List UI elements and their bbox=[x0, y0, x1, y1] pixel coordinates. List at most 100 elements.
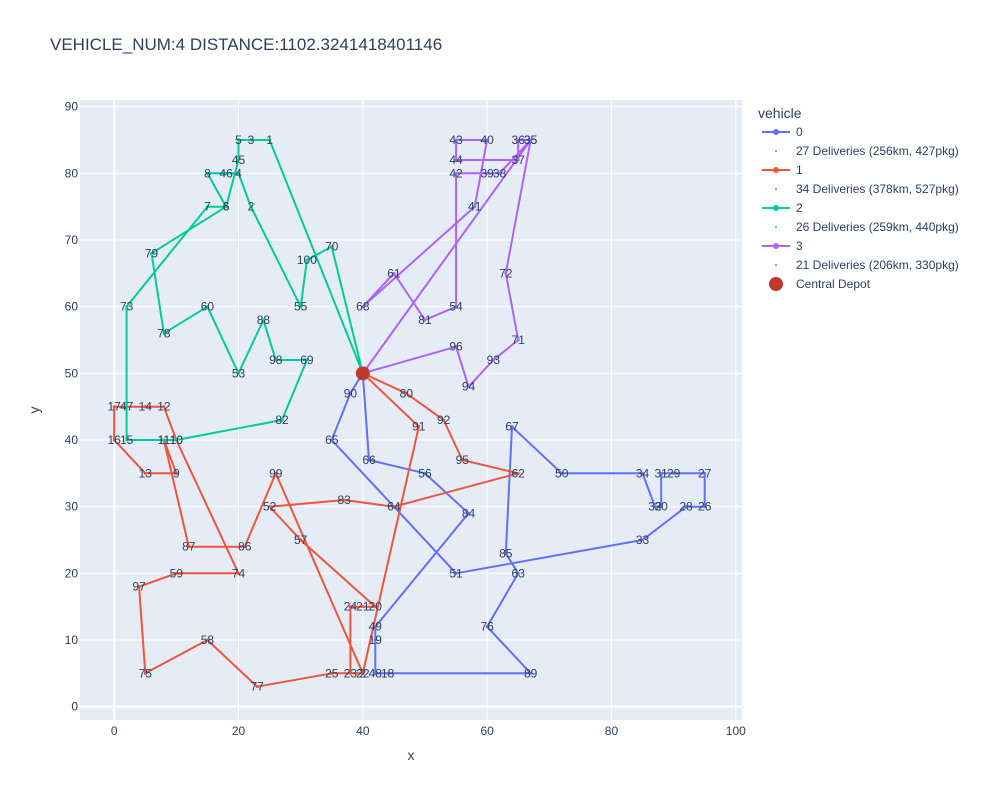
stop-marker[interactable] bbox=[454, 158, 458, 162]
stop-marker[interactable] bbox=[255, 685, 259, 689]
stop-marker[interactable] bbox=[137, 585, 141, 589]
stop-marker[interactable] bbox=[423, 318, 427, 322]
stop-marker[interactable] bbox=[249, 138, 253, 142]
stop-marker[interactable] bbox=[454, 345, 458, 349]
stop-marker[interactable] bbox=[361, 605, 365, 609]
stop-marker[interactable] bbox=[224, 205, 228, 209]
route-line-vehicle-3[interactable] bbox=[361, 139, 532, 388]
stop-marker[interactable] bbox=[466, 511, 470, 515]
stop-marker[interactable] bbox=[659, 505, 663, 509]
stop-marker[interactable] bbox=[454, 138, 458, 142]
stop-marker[interactable] bbox=[162, 438, 166, 442]
stop-marker[interactable] bbox=[149, 251, 153, 255]
stop-marker[interactable] bbox=[342, 498, 346, 502]
stop-marker[interactable] bbox=[361, 305, 365, 309]
legend-item[interactable]: Central Depot bbox=[769, 277, 871, 291]
stop-marker[interactable] bbox=[454, 305, 458, 309]
stop-marker[interactable] bbox=[672, 471, 676, 475]
stop-marker[interactable] bbox=[392, 505, 396, 509]
stop-marker[interactable] bbox=[367, 458, 371, 462]
stop-marker[interactable] bbox=[417, 425, 421, 429]
stop-marker[interactable] bbox=[237, 571, 241, 575]
stop-marker[interactable] bbox=[224, 171, 228, 175]
legend-item[interactable]: 0 bbox=[762, 125, 803, 139]
stop-marker[interactable] bbox=[274, 358, 278, 362]
stop-marker[interactable] bbox=[280, 418, 284, 422]
stop-marker[interactable] bbox=[659, 471, 663, 475]
stop-marker[interactable] bbox=[516, 158, 520, 162]
stop-marker[interactable] bbox=[174, 471, 178, 475]
stop-marker[interactable] bbox=[373, 671, 377, 675]
legend-item[interactable]: 1 bbox=[762, 163, 803, 177]
legend-item[interactable]: 21 Deliveries (206km, 330pkg) bbox=[775, 258, 959, 272]
stop-marker[interactable] bbox=[187, 545, 191, 549]
stop-marker[interactable] bbox=[516, 571, 520, 575]
legend-item[interactable]: 26 Deliveries (259km, 440pkg) bbox=[775, 220, 959, 234]
stop-marker[interactable] bbox=[305, 258, 309, 262]
stop-marker[interactable] bbox=[299, 305, 303, 309]
stop-marker[interactable] bbox=[205, 205, 209, 209]
stop-marker[interactable] bbox=[485, 625, 489, 629]
stop-marker[interactable] bbox=[268, 505, 272, 509]
stop-marker[interactable] bbox=[125, 305, 129, 309]
stop-marker[interactable] bbox=[504, 551, 508, 555]
stop-marker[interactable] bbox=[125, 438, 129, 442]
stop-marker[interactable] bbox=[162, 405, 166, 409]
stop-marker[interactable] bbox=[330, 671, 334, 675]
stop-marker[interactable] bbox=[485, 171, 489, 175]
stop-marker[interactable] bbox=[529, 138, 533, 142]
legend-item[interactable]: 27 Deliveries (256km, 427pkg) bbox=[775, 144, 959, 158]
stop-marker[interactable] bbox=[112, 438, 116, 442]
stop-marker[interactable] bbox=[143, 671, 147, 675]
stop-marker[interactable] bbox=[653, 505, 657, 509]
stop-marker[interactable] bbox=[703, 471, 707, 475]
stop-marker[interactable] bbox=[386, 671, 390, 675]
stop-marker[interactable] bbox=[249, 205, 253, 209]
stop-marker[interactable] bbox=[143, 405, 147, 409]
stop-marker[interactable] bbox=[516, 471, 520, 475]
stop-marker[interactable] bbox=[205, 638, 209, 642]
stop-marker[interactable] bbox=[299, 538, 303, 542]
stop-marker[interactable] bbox=[330, 245, 334, 249]
stop-marker[interactable] bbox=[237, 158, 241, 162]
stop-marker[interactable] bbox=[237, 371, 241, 375]
legend-item[interactable]: 3 bbox=[762, 239, 803, 253]
stop-marker[interactable] bbox=[560, 471, 564, 475]
stop-marker[interactable] bbox=[504, 271, 508, 275]
stop-marker[interactable] bbox=[473, 205, 477, 209]
stop-marker[interactable] bbox=[454, 171, 458, 175]
stop-marker[interactable] bbox=[261, 318, 265, 322]
stop-marker[interactable] bbox=[498, 171, 502, 175]
stop-marker[interactable] bbox=[516, 338, 520, 342]
stop-marker[interactable] bbox=[274, 471, 278, 475]
stop-marker[interactable] bbox=[330, 438, 334, 442]
route-line-vehicle-2[interactable] bbox=[125, 139, 364, 441]
stop-marker[interactable] bbox=[361, 671, 365, 675]
stop-marker[interactable] bbox=[703, 505, 707, 509]
stop-marker[interactable] bbox=[237, 171, 241, 175]
stop-marker[interactable] bbox=[205, 171, 209, 175]
stop-marker[interactable] bbox=[491, 358, 495, 362]
stop-marker[interactable] bbox=[510, 425, 514, 429]
central-depot-marker[interactable] bbox=[355, 366, 370, 381]
stop-marker[interactable] bbox=[237, 138, 241, 142]
stop-marker[interactable] bbox=[392, 271, 396, 275]
stop-marker[interactable] bbox=[442, 418, 446, 422]
stop-marker[interactable] bbox=[348, 605, 352, 609]
stop-marker[interactable] bbox=[143, 471, 147, 475]
stop-marker[interactable] bbox=[305, 358, 309, 362]
stop-marker[interactable] bbox=[404, 391, 408, 395]
stop-marker[interactable] bbox=[174, 571, 178, 575]
legend-item[interactable]: 2 bbox=[762, 201, 803, 215]
stop-marker[interactable] bbox=[529, 671, 533, 675]
stop-marker[interactable] bbox=[174, 438, 178, 442]
stop-marker[interactable] bbox=[641, 471, 645, 475]
stop-marker[interactable] bbox=[348, 391, 352, 395]
stop-marker[interactable] bbox=[466, 385, 470, 389]
stop-marker[interactable] bbox=[516, 138, 520, 142]
legend[interactable]: vehicle 0 27 Deliveries (256km, 427pkg) 1 3… bbox=[758, 105, 959, 291]
stop-marker[interactable] bbox=[243, 545, 247, 549]
stop-marker[interactable] bbox=[684, 505, 688, 509]
stop-marker[interactable] bbox=[454, 571, 458, 575]
stop-marker[interactable] bbox=[460, 458, 464, 462]
